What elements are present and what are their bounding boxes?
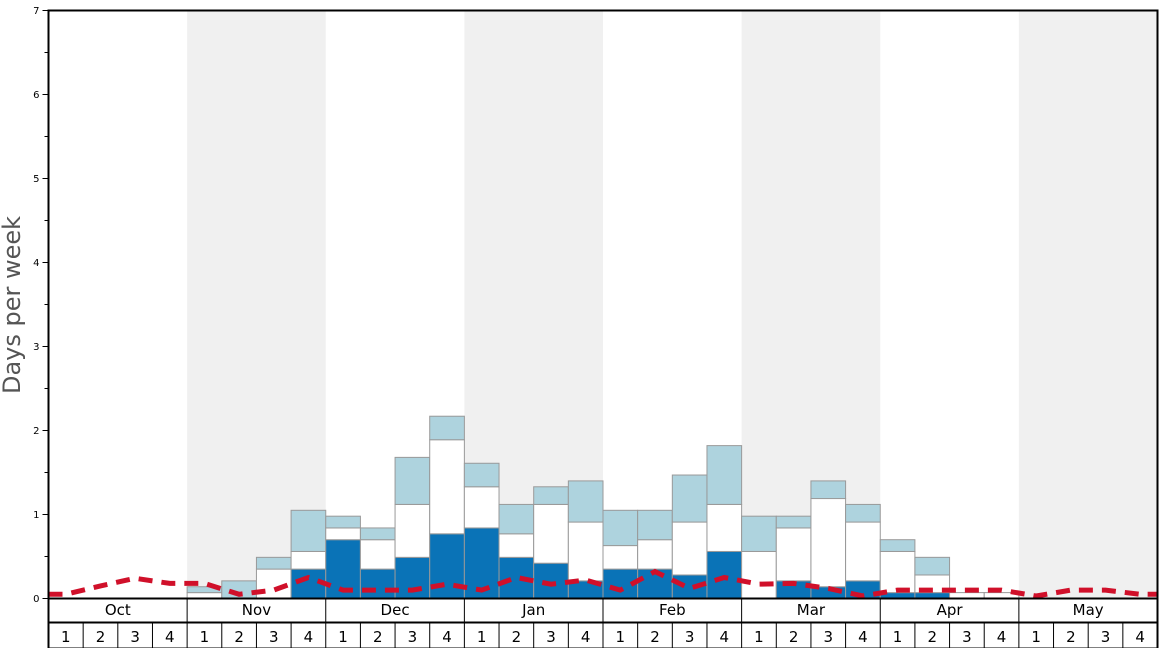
y-tick-label: 1 — [33, 510, 39, 521]
bar-week-10-segment-2 — [359, 539, 396, 570]
week-label: 4 — [442, 628, 452, 646]
bar-week-23-segment-2 — [810, 498, 847, 588]
month-band-nov — [187, 10, 326, 599]
bar-week-11-segment-2 — [394, 503, 431, 558]
week-label: 3 — [269, 628, 279, 646]
x-axis: Oct Nov Dec Jan Feb Mar Apr May 1 2 3 4 1 2 3 4 1 2 3 4 1 2 3 4… — [48, 597, 1158, 648]
bar-week-24-segment-2 — [845, 521, 881, 582]
week-label: 4 — [997, 628, 1007, 646]
week-label: 4 — [581, 628, 591, 646]
bar-week-14-segment-2 — [498, 533, 535, 558]
week-label: 1 — [754, 628, 764, 646]
bar-week-11-segment-3 — [394, 456, 431, 505]
week-label: 2 — [650, 628, 660, 646]
month-label-mar: Mar — [797, 601, 826, 619]
bar-week-20-segment-2 — [706, 503, 743, 552]
bar-week-18-segment-2 — [637, 539, 673, 570]
bars-layer — [186, 415, 1020, 600]
bar-week-10-segment-1 — [359, 568, 396, 599]
week-label: 2 — [512, 628, 522, 646]
month-label-dec: Dec — [381, 601, 410, 619]
week-label: 1 — [61, 628, 71, 646]
week-label: 3 — [1101, 628, 1111, 646]
y-tick-label: 0 — [33, 594, 39, 605]
week-label: 3 — [408, 628, 418, 646]
week-label: 3 — [962, 628, 972, 646]
bar-week-8-segment-2 — [290, 550, 327, 570]
week-label: 1 — [338, 628, 348, 646]
y-tick-label: 7 — [33, 6, 39, 17]
y-tick-label: 2 — [33, 426, 39, 437]
week-label: 3 — [546, 628, 556, 646]
bar-week-17-segment-2 — [602, 545, 639, 570]
week-label: 4 — [165, 628, 175, 646]
y-tick-label: 4 — [33, 258, 39, 269]
week-label: 2 — [1066, 628, 1076, 646]
bar-week-8-segment-3 — [290, 509, 327, 552]
bar-week-25-segment-3 — [879, 539, 916, 552]
week-label: 1 — [1031, 628, 1041, 646]
week-label: 1 — [200, 628, 210, 646]
month-label-feb: Feb — [659, 601, 686, 619]
week-label: 4 — [720, 628, 730, 646]
week-label: 2 — [927, 628, 937, 646]
bar-week-14-segment-3 — [498, 503, 535, 535]
bar-week-23-segment-3 — [810, 480, 847, 500]
bar-week-12-segment-3 — [429, 415, 465, 441]
week-label: 2 — [96, 628, 106, 646]
bar-week-21-segment-3 — [741, 515, 777, 552]
bar-week-15-segment-2 — [533, 503, 569, 564]
bar-week-22-segment-2 — [775, 527, 812, 582]
bar-week-25-segment-2 — [879, 550, 916, 594]
bar-week-24-segment-3 — [845, 503, 881, 523]
bar-week-19-segment-2 — [671, 521, 708, 576]
week-label: 1 — [477, 628, 487, 646]
month-band-may — [1018, 10, 1158, 599]
plot-frame — [47, 9, 1159, 648]
week-label: 4 — [1135, 628, 1145, 646]
bar-week-13-segment-3 — [463, 462, 500, 488]
bar-week-9-segment-3 — [325, 515, 361, 529]
bar-week-15-segment-3 — [533, 486, 569, 505]
week-label: 2 — [789, 628, 799, 646]
bar-week-16-segment-2 — [567, 521, 604, 582]
week-label: 4 — [858, 628, 868, 646]
bar-week-17-segment-3 — [602, 509, 639, 547]
week-label: 2 — [234, 628, 244, 646]
y-tick-label: 6 — [33, 90, 39, 101]
month-shading-bands — [187, 10, 1158, 599]
week-label: 3 — [823, 628, 833, 646]
y-tick-label: 5 — [33, 174, 39, 185]
y-axis: 0 1 2 3 4 5 6 7 — [33, 6, 49, 605]
bar-week-13-segment-2 — [463, 486, 500, 529]
bar-week-16-segment-3 — [567, 480, 604, 523]
week-label: 3 — [130, 628, 140, 646]
bar-week-12-segment-2 — [429, 439, 465, 535]
y-tick-label: 3 — [33, 342, 39, 353]
bar-week-13-segment-1 — [463, 527, 500, 599]
week-label: 3 — [685, 628, 695, 646]
month-label-apr: Apr — [937, 601, 964, 619]
month-label-may: May — [1073, 601, 1104, 619]
week-label: 2 — [373, 628, 383, 646]
month-label-jan: Jan — [521, 601, 545, 619]
y-axis-label: Days per week — [0, 216, 26, 394]
bar-week-26-segment-3 — [914, 556, 951, 576]
month-label-oct: Oct — [105, 601, 131, 619]
month-label-nov: Nov — [242, 601, 271, 619]
bar-week-10-segment-3 — [359, 527, 396, 541]
bar-week-20-segment-3 — [706, 445, 743, 505]
bar-week-22-segment-3 — [775, 515, 812, 529]
bar-week-21-segment-2 — [741, 550, 777, 600]
week-label: 1 — [893, 628, 903, 646]
bar-week-7-segment-3 — [255, 556, 292, 570]
bar-week-19-segment-3 — [671, 474, 708, 523]
bar-week-15-segment-1 — [533, 562, 569, 599]
bar-week-9-segment-2 — [325, 527, 361, 541]
week-label: 1 — [616, 628, 626, 646]
week-label: 4 — [304, 628, 314, 646]
bar-week-18-segment-3 — [637, 509, 673, 541]
